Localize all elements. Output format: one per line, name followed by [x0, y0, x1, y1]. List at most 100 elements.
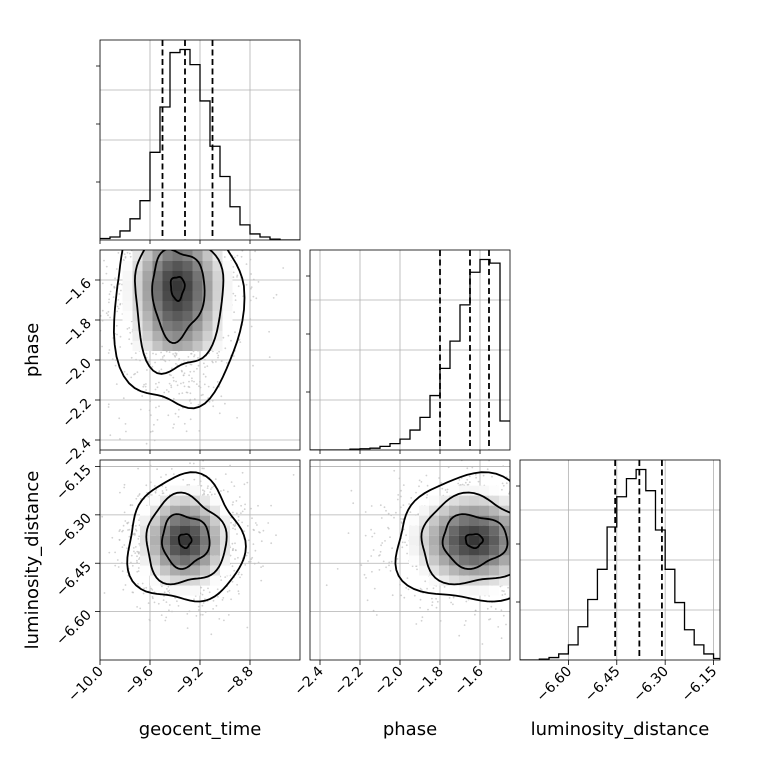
scatter-point	[121, 546, 124, 548]
density-cell	[212, 261, 223, 271]
scatter-point	[432, 587, 435, 590]
scatter-point	[190, 222, 192, 224]
scatter-point	[192, 462, 195, 465]
scatter-point	[142, 385, 145, 388]
scatter-point	[514, 568, 516, 570]
density-cell	[479, 565, 489, 576]
scatter-point	[415, 491, 417, 494]
scatter-point	[526, 523, 528, 525]
scatter-point	[128, 225, 130, 227]
density-cell	[489, 565, 499, 576]
density-cell	[509, 505, 510, 516]
scatter-point	[107, 216, 109, 218]
scatter-point	[118, 538, 121, 541]
scatter-point	[179, 233, 181, 235]
scatter-point	[503, 590, 505, 593]
scatter-point	[233, 485, 236, 487]
scatter-point	[551, 565, 553, 567]
scatter-point	[522, 563, 524, 565]
scatter-point	[467, 598, 470, 601]
density-cell	[419, 555, 429, 566]
scatter-point	[195, 245, 197, 247]
scatter-point	[292, 474, 295, 476]
scatter-point	[198, 230, 200, 232]
scatter-point	[232, 276, 235, 279]
density-cell	[499, 515, 509, 526]
density-cell	[152, 250, 163, 251]
density-cell	[220, 515, 230, 526]
scatter-point	[514, 574, 516, 576]
contour-level-1	[145, 491, 228, 586]
x-tick-label-geocent_time: −8.8	[221, 664, 256, 699]
scatter-point	[135, 358, 138, 361]
scatter-point	[193, 244, 195, 246]
scatter-point	[154, 208, 156, 210]
scatter-point	[325, 584, 328, 587]
scatter-point	[126, 238, 128, 240]
density-cell	[439, 495, 449, 506]
scatter-point	[245, 283, 248, 286]
scatter-point	[215, 361, 217, 363]
scatter-point	[234, 256, 236, 259]
scatter-point	[512, 574, 514, 576]
scatter-point	[234, 299, 237, 301]
scatter-point	[524, 533, 526, 535]
density-cell	[429, 545, 439, 556]
scatter-point	[181, 392, 184, 394]
scatter-point	[533, 548, 535, 550]
density-cell	[162, 271, 173, 281]
scatter-point	[525, 576, 527, 578]
scatter-point	[171, 216, 173, 218]
scatter-point	[119, 302, 122, 305]
density-cell	[459, 565, 469, 576]
density-cell	[479, 505, 489, 516]
density-cell	[162, 261, 173, 271]
density-cell	[190, 565, 200, 576]
density-cell	[170, 535, 180, 546]
scatter-point	[182, 374, 185, 377]
scatter-point	[228, 589, 231, 592]
density-cell	[200, 535, 210, 546]
scatter-point	[494, 608, 497, 610]
scatter-point	[535, 531, 537, 533]
scatter-point	[163, 591, 166, 594]
scatter-point	[193, 478, 196, 481]
scatter-point	[239, 341, 242, 343]
scatter-point	[202, 373, 205, 376]
scatter-point	[191, 236, 193, 238]
scatter-point	[202, 589, 205, 592]
scatter-point	[535, 522, 537, 524]
scatter-point	[167, 585, 170, 588]
scatter-point	[192, 230, 194, 232]
scatter-point	[164, 360, 167, 363]
scatter-point	[234, 528, 237, 531]
scatter-point	[514, 540, 516, 542]
scatter-point	[165, 236, 167, 238]
scatter-point	[384, 540, 386, 542]
scatter-point	[513, 533, 515, 535]
scatter-point	[352, 502, 355, 505]
y-tick-label-phase: −2.2	[59, 396, 94, 431]
scatter-point	[85, 304, 87, 306]
scatter-point	[515, 550, 517, 552]
scatter-point	[516, 549, 518, 551]
scatter-point	[177, 241, 179, 243]
density-cell	[210, 575, 220, 586]
scatter-point	[513, 569, 515, 571]
scatter-point	[521, 537, 523, 539]
scatter-point	[150, 457, 152, 459]
scatter-point	[530, 564, 532, 566]
scatter-point	[408, 503, 410, 505]
density-cell	[449, 535, 459, 546]
scatter-point	[481, 643, 484, 645]
scatter-point	[158, 230, 160, 232]
scatter-point	[398, 477, 401, 480]
scatter-point	[178, 242, 180, 244]
scatter-point	[195, 615, 198, 617]
density-cell	[192, 251, 203, 261]
scatter-point	[126, 328, 129, 330]
y-tick-label-luminosity_distance: −6.60	[53, 607, 95, 649]
scatter-point	[136, 371, 139, 374]
scatter-point	[399, 506, 402, 509]
scatter-point	[160, 207, 162, 209]
